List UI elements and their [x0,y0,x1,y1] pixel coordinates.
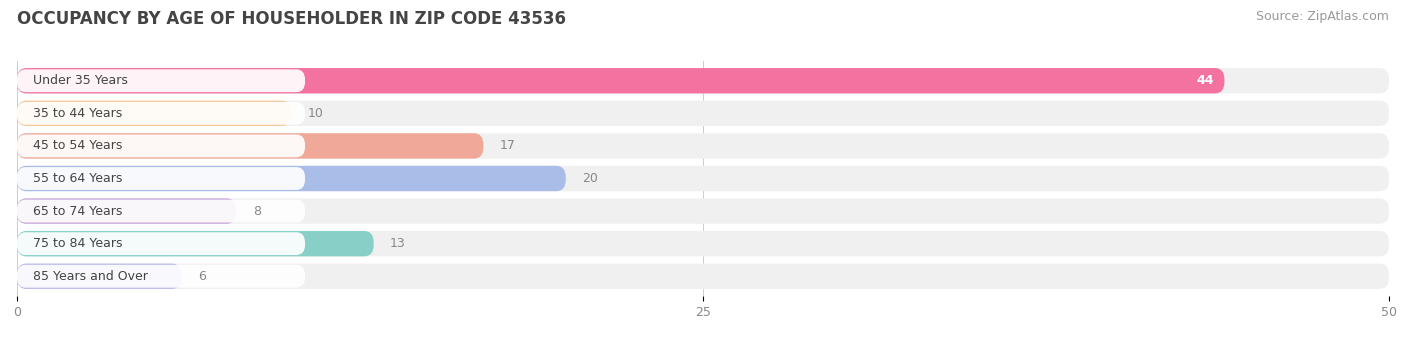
Text: 65 to 74 Years: 65 to 74 Years [34,205,122,218]
Text: 17: 17 [501,139,516,152]
Text: OCCUPANCY BY AGE OF HOUSEHOLDER IN ZIP CODE 43536: OCCUPANCY BY AGE OF HOUSEHOLDER IN ZIP C… [17,10,565,28]
FancyBboxPatch shape [17,232,305,255]
FancyBboxPatch shape [17,135,305,157]
FancyBboxPatch shape [17,133,1389,159]
FancyBboxPatch shape [17,166,1389,191]
FancyBboxPatch shape [17,198,1389,224]
FancyBboxPatch shape [17,166,565,191]
FancyBboxPatch shape [17,231,374,256]
FancyBboxPatch shape [17,264,1389,289]
FancyBboxPatch shape [17,101,1389,126]
FancyBboxPatch shape [17,133,484,159]
FancyBboxPatch shape [17,264,181,289]
Text: 45 to 54 Years: 45 to 54 Years [34,139,122,152]
Text: 6: 6 [198,270,205,283]
FancyBboxPatch shape [17,167,305,190]
FancyBboxPatch shape [17,265,305,288]
Text: 10: 10 [308,107,323,120]
Text: 8: 8 [253,205,262,218]
FancyBboxPatch shape [17,200,305,222]
Text: 55 to 64 Years: 55 to 64 Years [34,172,122,185]
FancyBboxPatch shape [17,68,1389,94]
FancyBboxPatch shape [17,68,1225,94]
Text: 20: 20 [582,172,598,185]
FancyBboxPatch shape [17,69,305,92]
FancyBboxPatch shape [17,102,305,125]
FancyBboxPatch shape [17,198,236,224]
Text: 35 to 44 Years: 35 to 44 Years [34,107,122,120]
Text: Source: ZipAtlas.com: Source: ZipAtlas.com [1256,10,1389,23]
FancyBboxPatch shape [17,231,1389,256]
FancyBboxPatch shape [17,101,291,126]
Text: 44: 44 [1197,74,1213,87]
Text: 85 Years and Over: 85 Years and Over [34,270,148,283]
Text: 75 to 84 Years: 75 to 84 Years [34,237,122,250]
Text: 13: 13 [389,237,406,250]
Text: Under 35 Years: Under 35 Years [34,74,128,87]
